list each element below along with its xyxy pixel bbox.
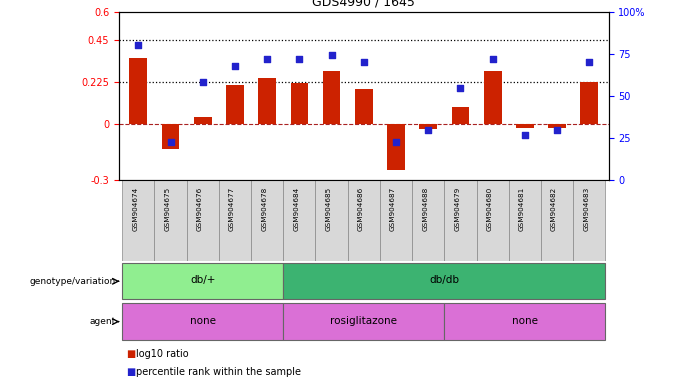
Bar [452,107,469,124]
Bar [122,263,284,300]
Point [551,127,562,133]
Bar [573,180,605,261]
Text: GSM904684: GSM904684 [293,187,299,231]
Point [133,42,143,48]
Point [262,56,273,62]
Bar [387,124,405,170]
Text: db/db: db/db [429,275,459,285]
Point [230,63,241,69]
Point [520,132,530,138]
Bar [380,180,412,261]
Point [197,79,208,86]
Bar [162,124,180,149]
Point [165,139,176,145]
Text: log10 ratio: log10 ratio [136,349,188,359]
Text: GSM904678: GSM904678 [261,187,267,231]
Point [358,59,369,65]
Point [390,139,401,145]
Point [584,59,595,65]
Bar [226,85,244,124]
Text: none: none [512,316,538,326]
Text: GSM904675: GSM904675 [165,187,171,231]
Bar [444,180,477,261]
Bar [509,180,541,261]
Bar [284,303,444,340]
Text: percentile rank within the sample: percentile rank within the sample [136,367,301,377]
Bar [258,78,276,124]
Bar [122,180,154,261]
Text: GSM904686: GSM904686 [358,187,364,231]
Text: GSM904682: GSM904682 [551,187,557,231]
Text: ■: ■ [126,367,135,377]
Text: GSM904687: GSM904687 [390,187,396,231]
Bar [122,303,284,340]
Bar [219,180,251,261]
Point [423,127,434,133]
Bar [284,263,605,300]
Bar [194,117,211,124]
Bar [477,180,509,261]
Bar [548,124,566,128]
Bar [541,180,573,261]
Bar [581,82,598,124]
Text: db/+: db/+ [190,275,216,285]
Point [487,56,498,62]
Bar [420,124,437,129]
Text: genotype/variation: genotype/variation [29,277,116,286]
Text: GSM904680: GSM904680 [487,187,492,231]
Text: GSM904685: GSM904685 [326,187,332,231]
Bar [483,71,502,124]
Text: GSM904683: GSM904683 [583,187,590,231]
Bar [290,83,308,124]
Bar [284,180,316,261]
Point [455,84,466,91]
Bar [412,180,444,261]
Text: GSM904676: GSM904676 [197,187,203,231]
Bar [186,180,219,261]
Point [294,56,305,62]
Text: rosiglitazone: rosiglitazone [330,316,397,326]
Point [326,52,337,58]
Bar [316,180,347,261]
Title: GDS4990 / 1645: GDS4990 / 1645 [312,0,415,9]
Bar [323,71,341,124]
Text: GSM904677: GSM904677 [229,187,235,231]
Bar [251,180,284,261]
Bar [347,180,380,261]
Bar [129,58,147,124]
Bar [516,124,534,128]
Bar [355,89,373,124]
Text: ■: ■ [126,349,135,359]
Text: GSM904674: GSM904674 [133,187,138,231]
Text: none: none [190,316,216,326]
Text: GSM904688: GSM904688 [422,187,428,231]
Bar [444,303,605,340]
Text: agent: agent [89,317,116,326]
Text: GSM904679: GSM904679 [454,187,460,231]
Text: GSM904681: GSM904681 [519,187,525,231]
Bar [154,180,186,261]
